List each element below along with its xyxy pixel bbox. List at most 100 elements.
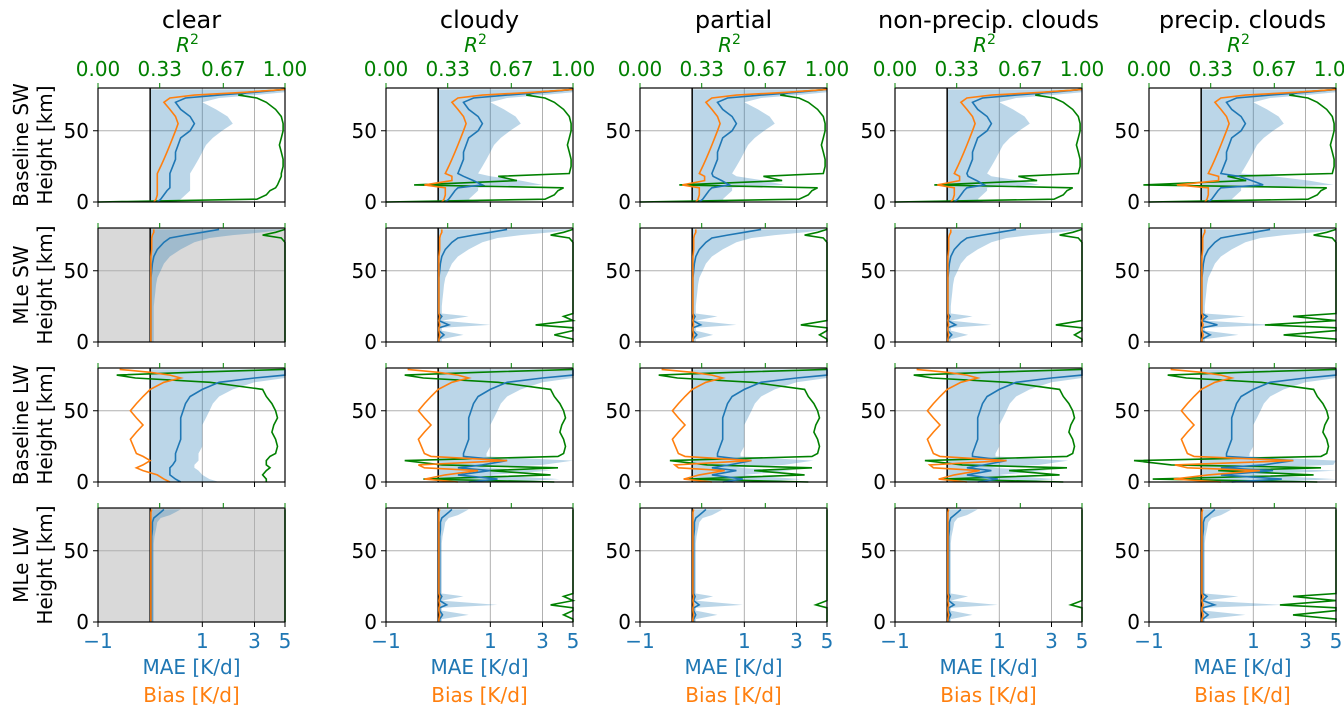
r2-superscript: 2 <box>732 32 741 48</box>
bias-line <box>916 368 1007 483</box>
y-tick-label: 50 <box>606 259 631 283</box>
y-tick-label: 0 <box>76 330 89 354</box>
mae-uncertainty-band <box>692 509 743 622</box>
bottom-tick-label: −1 <box>880 629 909 653</box>
r2-line <box>813 509 828 622</box>
row-label-model: MLe SW <box>9 245 33 324</box>
top-tick-label: 0.67 <box>489 57 534 81</box>
column-title: clear <box>162 6 221 34</box>
bias-line <box>438 229 443 342</box>
mae-line <box>438 508 453 622</box>
bias-line <box>692 229 697 342</box>
y-tick-label: 0 <box>76 190 89 214</box>
panel-mle_lw-1: 0 50 <box>352 503 576 634</box>
bias-line <box>947 509 950 622</box>
r2-line <box>1068 509 1083 622</box>
bottom-tick-label: 5 <box>279 629 292 653</box>
bias-axis-label: Bias [K/d] <box>940 683 1036 707</box>
y-tick-label: 50 <box>861 259 886 283</box>
mae-uncertainty-band <box>438 509 498 622</box>
y-tick-label: 0 <box>364 610 377 634</box>
mae-uncertainty-band <box>692 89 827 202</box>
panel-base_lw-4: 0 50 <box>1115 363 1337 494</box>
panel-base_sw-2: 0 50 <box>606 83 828 214</box>
y-tick-label: 50 <box>64 119 89 143</box>
mae-uncertainty-band <box>947 229 1082 342</box>
top-tick-label: 0.33 <box>137 57 182 81</box>
r2-line <box>639 88 828 203</box>
r2-superscript: 2 <box>987 32 996 48</box>
y-tick-label: 0 <box>76 610 89 634</box>
mae-uncertainty-band <box>1201 369 1336 482</box>
mae-axis-label: MAE [K/d] <box>684 655 782 679</box>
y-tick-label: 0 <box>1127 470 1140 494</box>
bottom-tick-label: −1 <box>625 629 654 653</box>
row-label-axis: Height [km] <box>33 85 57 204</box>
y-tick-label: 0 <box>618 330 631 354</box>
mae-line <box>698 88 828 203</box>
top-tick-label: 1.00 <box>1060 57 1105 81</box>
panel-mle_lw-0: 0 50 <box>64 503 286 634</box>
mae-uncertainty-band <box>1201 229 1336 342</box>
mae-uncertainty-band <box>1201 509 1282 622</box>
y-tick-label: 0 <box>1127 610 1140 634</box>
r2-line <box>550 509 576 622</box>
y-tick-label: 0 <box>873 330 886 354</box>
bottom-tick-label: −1 <box>83 629 112 653</box>
not-applicable-fill <box>98 228 285 342</box>
panel-base_lw-3: 0 50 <box>861 363 1083 494</box>
r2-label: R <box>1227 33 1241 57</box>
row-label-axis: Height [km] <box>33 505 57 624</box>
r2-line <box>404 368 574 483</box>
top-tick-label: 0.33 <box>1188 57 1233 81</box>
mae-line <box>1207 88 1337 203</box>
top-tick-label: 0.00 <box>873 57 918 81</box>
panel-frame <box>894 507 1083 623</box>
top-tick-label: 0.33 <box>425 57 470 81</box>
y-tick-label: 0 <box>364 330 377 354</box>
bias-line <box>153 88 286 203</box>
r2-label: R <box>176 33 190 57</box>
panel-mle_sw-1: 0 50 <box>352 223 576 354</box>
bottom-tick-label: 1 <box>993 629 1006 653</box>
bottom-tick-label: −1 <box>371 629 400 653</box>
bias-axis-label: Bias [K/d] <box>143 683 239 707</box>
r2-line <box>385 88 574 203</box>
mae-line <box>953 88 1083 203</box>
panel-base_sw-0: 0 50 <box>64 83 286 214</box>
mae-uncertainty-band <box>1201 89 1336 202</box>
bottom-tick-label: 5 <box>1330 629 1343 653</box>
panel-frame <box>1148 367 1337 483</box>
panel-mle_sw-0: 0 50 <box>64 223 286 354</box>
y-tick-label: 0 <box>618 470 631 494</box>
mae-line <box>156 88 286 203</box>
mae-uncertainty-band <box>438 89 573 202</box>
r2-line <box>800 228 828 342</box>
y-tick-label: 50 <box>64 539 89 563</box>
top-axis-label: R2 <box>1227 32 1250 57</box>
top-tick-label: 1.00 <box>805 57 850 81</box>
panel-frame <box>1148 227 1337 343</box>
r2-superscript: 2 <box>190 32 199 48</box>
panel-frame <box>639 367 828 483</box>
bias-line <box>1201 509 1204 622</box>
mae-uncertainty-band <box>150 369 285 482</box>
bottom-tick-label: 3 <box>1045 629 1058 653</box>
bias-line <box>937 88 1083 203</box>
r2-line <box>1264 228 1337 342</box>
bottom-tick-label: 5 <box>821 629 834 653</box>
r2-line <box>116 368 286 482</box>
column-title: precip. clouds <box>1159 6 1326 34</box>
panel-frame <box>97 367 286 483</box>
bias-line <box>1201 229 1206 342</box>
mae-line <box>444 88 574 203</box>
bottom-tick-label: 1 <box>1247 629 1260 653</box>
bias-axis-label: Bias [K/d] <box>1194 683 1290 707</box>
not-applicable-fill <box>98 508 285 622</box>
panel-frame <box>639 87 828 203</box>
y-tick-label: 0 <box>873 190 886 214</box>
top-tick-label: 0.00 <box>1127 57 1172 81</box>
panel-frame <box>1148 87 1337 203</box>
row-label-axis: Height [km] <box>33 365 57 484</box>
panel-frame <box>97 87 286 203</box>
